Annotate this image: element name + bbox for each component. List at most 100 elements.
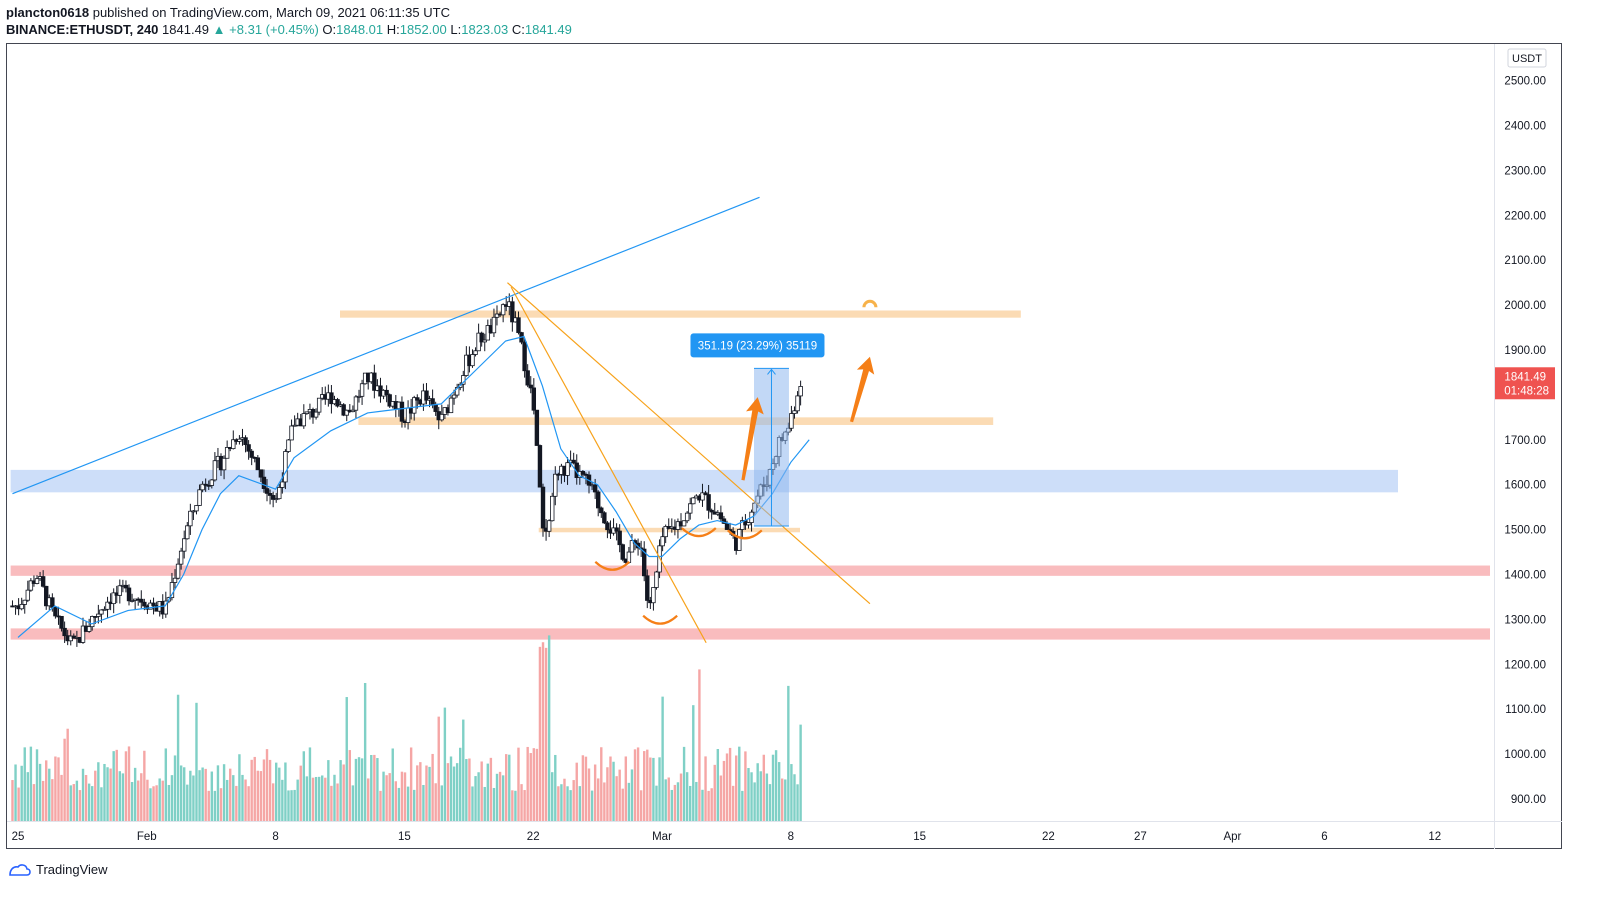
candle[interactable] <box>44 585 49 607</box>
candle[interactable] <box>28 580 34 591</box>
orange-resistance-top-zone[interactable] <box>340 310 1021 318</box>
measure-label-box[interactable] <box>690 333 825 358</box>
candle[interactable] <box>792 410 797 414</box>
candle[interactable] <box>96 613 101 617</box>
candle[interactable] <box>313 411 319 418</box>
candle[interactable] <box>188 510 193 527</box>
candle[interactable] <box>50 597 55 608</box>
candle[interactable] <box>596 491 601 509</box>
blue-support-resistance-zone[interactable] <box>10 469 1398 493</box>
candle[interactable] <box>329 392 334 405</box>
candle[interactable] <box>620 544 625 560</box>
candle[interactable] <box>592 484 598 493</box>
candle[interactable] <box>580 471 586 475</box>
pattern-arc[interactable] <box>727 529 763 540</box>
candle[interactable] <box>129 600 135 602</box>
candle[interactable] <box>200 483 205 491</box>
red-support-lower-zone[interactable] <box>10 628 1490 640</box>
candle[interactable] <box>534 409 540 446</box>
candle[interactable] <box>470 354 475 367</box>
candle[interactable] <box>270 495 276 500</box>
candle[interactable] <box>194 505 199 512</box>
candle[interactable] <box>479 332 484 343</box>
candle[interactable] <box>626 551 632 563</box>
tradingview-logo[interactable]: TradingView <box>8 862 108 877</box>
pattern-arc[interactable] <box>642 614 678 625</box>
candle[interactable] <box>258 469 264 478</box>
candle[interactable] <box>237 438 242 442</box>
orange-falling-trendline-outer[interactable] <box>507 282 871 605</box>
candle[interactable] <box>283 451 288 483</box>
candle[interactable] <box>304 411 310 414</box>
candle[interactable] <box>212 460 218 481</box>
magnet-icon[interactable] <box>862 299 878 308</box>
candle[interactable] <box>62 627 67 637</box>
candle[interactable] <box>151 602 156 606</box>
candle[interactable] <box>629 540 635 553</box>
candle[interactable] <box>249 450 254 458</box>
candle[interactable] <box>53 606 58 617</box>
candle[interactable] <box>599 507 604 514</box>
candle[interactable] <box>344 409 349 416</box>
candle[interactable] <box>614 527 619 532</box>
candle[interactable] <box>292 424 297 427</box>
candle[interactable] <box>178 550 184 565</box>
candle[interactable] <box>267 492 273 496</box>
candle[interactable] <box>246 444 251 452</box>
symbol-name[interactable]: BINANCE:ETHUSDT, 240 <box>6 22 159 37</box>
candle[interactable] <box>350 409 356 413</box>
candle[interactable] <box>139 598 144 603</box>
candle[interactable] <box>642 548 647 577</box>
candle[interactable] <box>528 384 533 389</box>
candle[interactable] <box>25 589 31 601</box>
candle[interactable] <box>430 398 435 405</box>
candle[interactable] <box>209 479 215 486</box>
candle[interactable] <box>473 350 478 355</box>
candle[interactable] <box>59 615 64 629</box>
candle[interactable] <box>172 577 178 583</box>
candle[interactable] <box>203 483 208 486</box>
candle[interactable] <box>439 413 445 421</box>
pattern-arc[interactable] <box>594 560 631 571</box>
candle[interactable] <box>111 592 116 605</box>
candle[interactable] <box>289 425 294 441</box>
up-arrow-icon[interactable] <box>734 396 766 482</box>
candle[interactable] <box>651 587 656 604</box>
candle[interactable] <box>264 488 270 494</box>
candle[interactable] <box>424 390 429 401</box>
candle[interactable] <box>654 571 659 588</box>
candle[interactable] <box>169 582 175 599</box>
candle[interactable] <box>22 599 27 605</box>
candle[interactable] <box>105 601 110 610</box>
candle[interactable] <box>709 509 714 513</box>
candle[interactable] <box>721 518 727 524</box>
candle[interactable] <box>387 394 392 407</box>
candle[interactable] <box>737 529 742 551</box>
candle[interactable] <box>703 492 708 495</box>
candle[interactable] <box>700 492 705 501</box>
candle[interactable] <box>565 462 570 476</box>
candle[interactable] <box>231 439 236 450</box>
candle[interactable] <box>525 370 530 386</box>
candle[interactable] <box>602 512 607 524</box>
candle[interactable] <box>142 601 147 607</box>
candle[interactable] <box>221 457 227 471</box>
orange-falling-trendline-inner[interactable] <box>510 286 707 644</box>
candle[interactable] <box>433 403 438 412</box>
orange-level-mid-zone[interactable] <box>358 417 994 425</box>
candle[interactable] <box>102 608 107 611</box>
candle[interactable] <box>359 383 365 397</box>
candle[interactable] <box>40 576 46 587</box>
candle[interactable] <box>415 397 420 401</box>
candle[interactable] <box>645 575 650 601</box>
candle[interactable] <box>280 481 285 488</box>
moving-average-line[interactable] <box>17 335 810 638</box>
candle[interactable] <box>531 387 537 411</box>
candle[interactable] <box>90 616 95 628</box>
candle[interactable] <box>399 401 405 422</box>
candle[interactable] <box>494 313 500 318</box>
candle[interactable] <box>175 563 181 579</box>
candle[interactable] <box>706 494 711 511</box>
candle[interactable] <box>617 530 622 546</box>
